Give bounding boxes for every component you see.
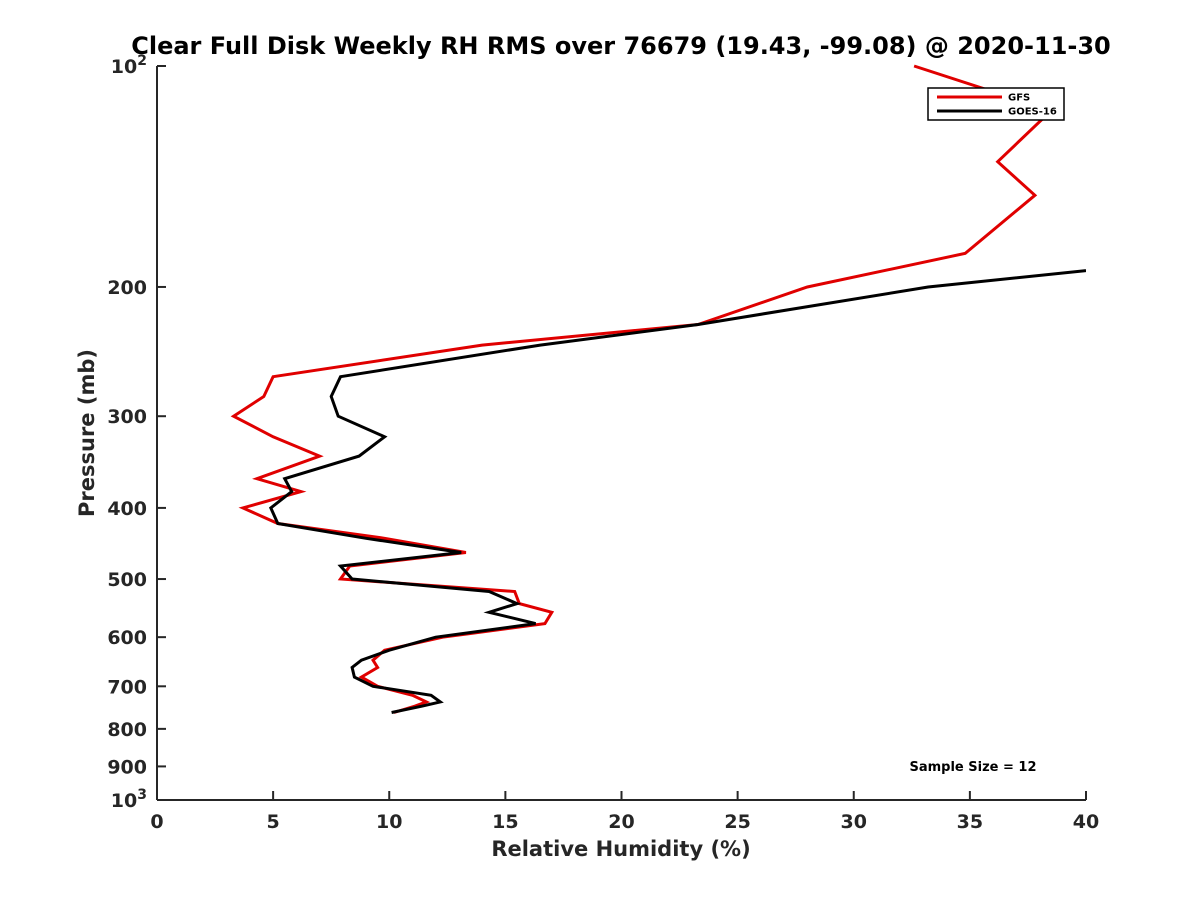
x-tick-label: 20 (608, 811, 634, 833)
x-tick-label: 0 (150, 811, 163, 833)
y-tick-label: 900 (107, 756, 147, 778)
x-tick-label: 40 (1073, 811, 1099, 833)
x-axis-label: Relative Humidity (%) (491, 837, 750, 861)
x-tick-label: 25 (724, 811, 750, 833)
y-tick-label: 200 (107, 277, 147, 299)
y-tick-label: 103 (111, 787, 147, 812)
series-points-goes-16 (270, 270, 1086, 713)
x-ticks: 0 5 10 15 20 25 30 35 40 (150, 791, 1099, 833)
y-tick-label: 500 (107, 569, 147, 591)
legend-box (927, 87, 1065, 121)
legend-label-goes-16: GOES-16 (1008, 107, 1057, 118)
series-layer (230, 64, 1086, 714)
y-tick-label: 800 (107, 719, 147, 741)
x-tick-label: 10 (376, 811, 402, 833)
y-tick-label: 300 (107, 406, 147, 428)
legend: GFS GOES-16 (927, 87, 1065, 121)
x-tick-label: 30 (841, 811, 867, 833)
x-tick-label: 15 (492, 811, 518, 833)
x-tick-label: 35 (957, 811, 983, 833)
y-ticks: 102 200 300 400 500 600 700 800 900 103 (107, 53, 166, 812)
legend-label-gfs: GFS (1008, 93, 1030, 104)
y-tick-label: 700 (107, 676, 147, 698)
x-tick-label: 5 (267, 811, 280, 833)
y-tick-label: 400 (107, 498, 147, 520)
y-axis-label: Pressure (mb) (75, 349, 99, 517)
y-tick-label: 600 (107, 627, 147, 649)
y-tick-label: 102 (111, 53, 147, 78)
chart-title: Clear Full Disk Weekly RH RMS over 76679… (131, 32, 1111, 60)
sample-size-annotation: Sample Size = 12 (909, 760, 1036, 775)
